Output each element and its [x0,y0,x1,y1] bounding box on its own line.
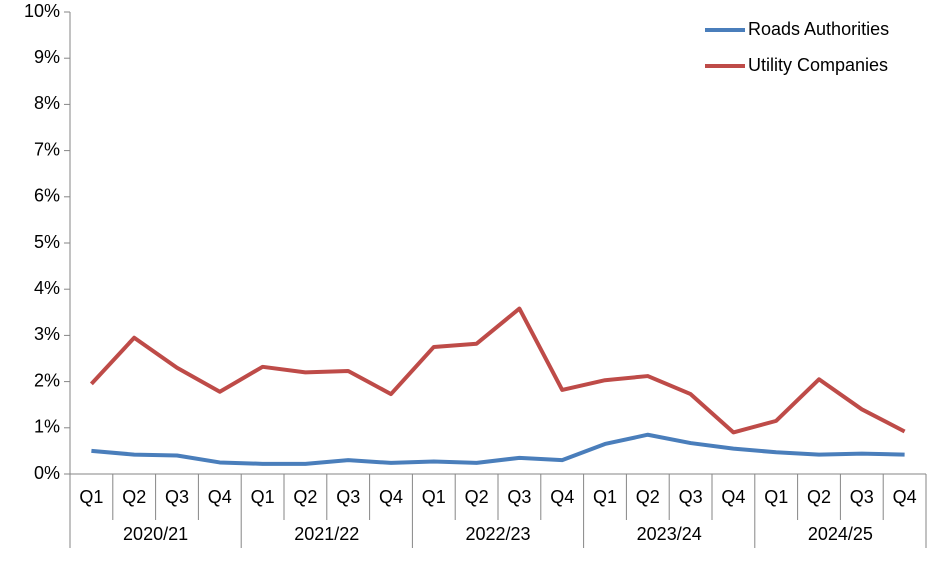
x-tick-label: Q4 [379,487,403,507]
x-tick-label: Q1 [79,487,103,507]
y-tick-label: 4% [34,278,60,298]
x-tick-label: Q3 [507,487,531,507]
x-tick-label: Q3 [679,487,703,507]
legend-label: Roads Authorities [748,19,889,39]
series-line [91,432,905,466]
x-tick-label: Q1 [422,487,446,507]
x-tick-label: Q2 [122,487,146,507]
category-group-label: 2024/25 [808,524,873,544]
x-tick-label: Q2 [465,487,489,507]
x-tick-label: Q1 [593,487,617,507]
x-tick-label: Q1 [764,487,788,507]
y-tick-label: 7% [34,139,60,159]
y-tick-label: 3% [34,324,60,344]
x-tick-label: Q4 [208,487,232,507]
x-tick-label: Q2 [807,487,831,507]
x-tick-label: Q3 [850,487,874,507]
x-tick-label: Q2 [293,487,317,507]
x-tick-label: Q4 [893,487,917,507]
y-tick-label: 2% [34,370,60,390]
legend-label: Utility Companies [748,55,888,75]
x-tick-label: Q1 [251,487,275,507]
x-tick-label: Q4 [550,487,574,507]
y-tick-label: 1% [34,417,60,437]
y-tick-label: 0% [34,463,60,483]
category-group-label: 2021/22 [294,524,359,544]
y-tick-label: 5% [34,232,60,252]
x-tick-label: Q4 [721,487,745,507]
x-tick-label: Q2 [636,487,660,507]
y-tick-label: 8% [34,93,60,113]
category-group-label: 2023/24 [637,524,702,544]
x-tick-label: Q3 [165,487,189,507]
y-tick-label: 6% [34,186,60,206]
category-group-label: 2022/23 [465,524,530,544]
x-tick-label: Q3 [336,487,360,507]
series-line [89,306,906,435]
category-group-label: 2020/21 [123,524,188,544]
y-tick-label: 10% [24,1,60,21]
y-tick-label: 9% [34,47,60,67]
